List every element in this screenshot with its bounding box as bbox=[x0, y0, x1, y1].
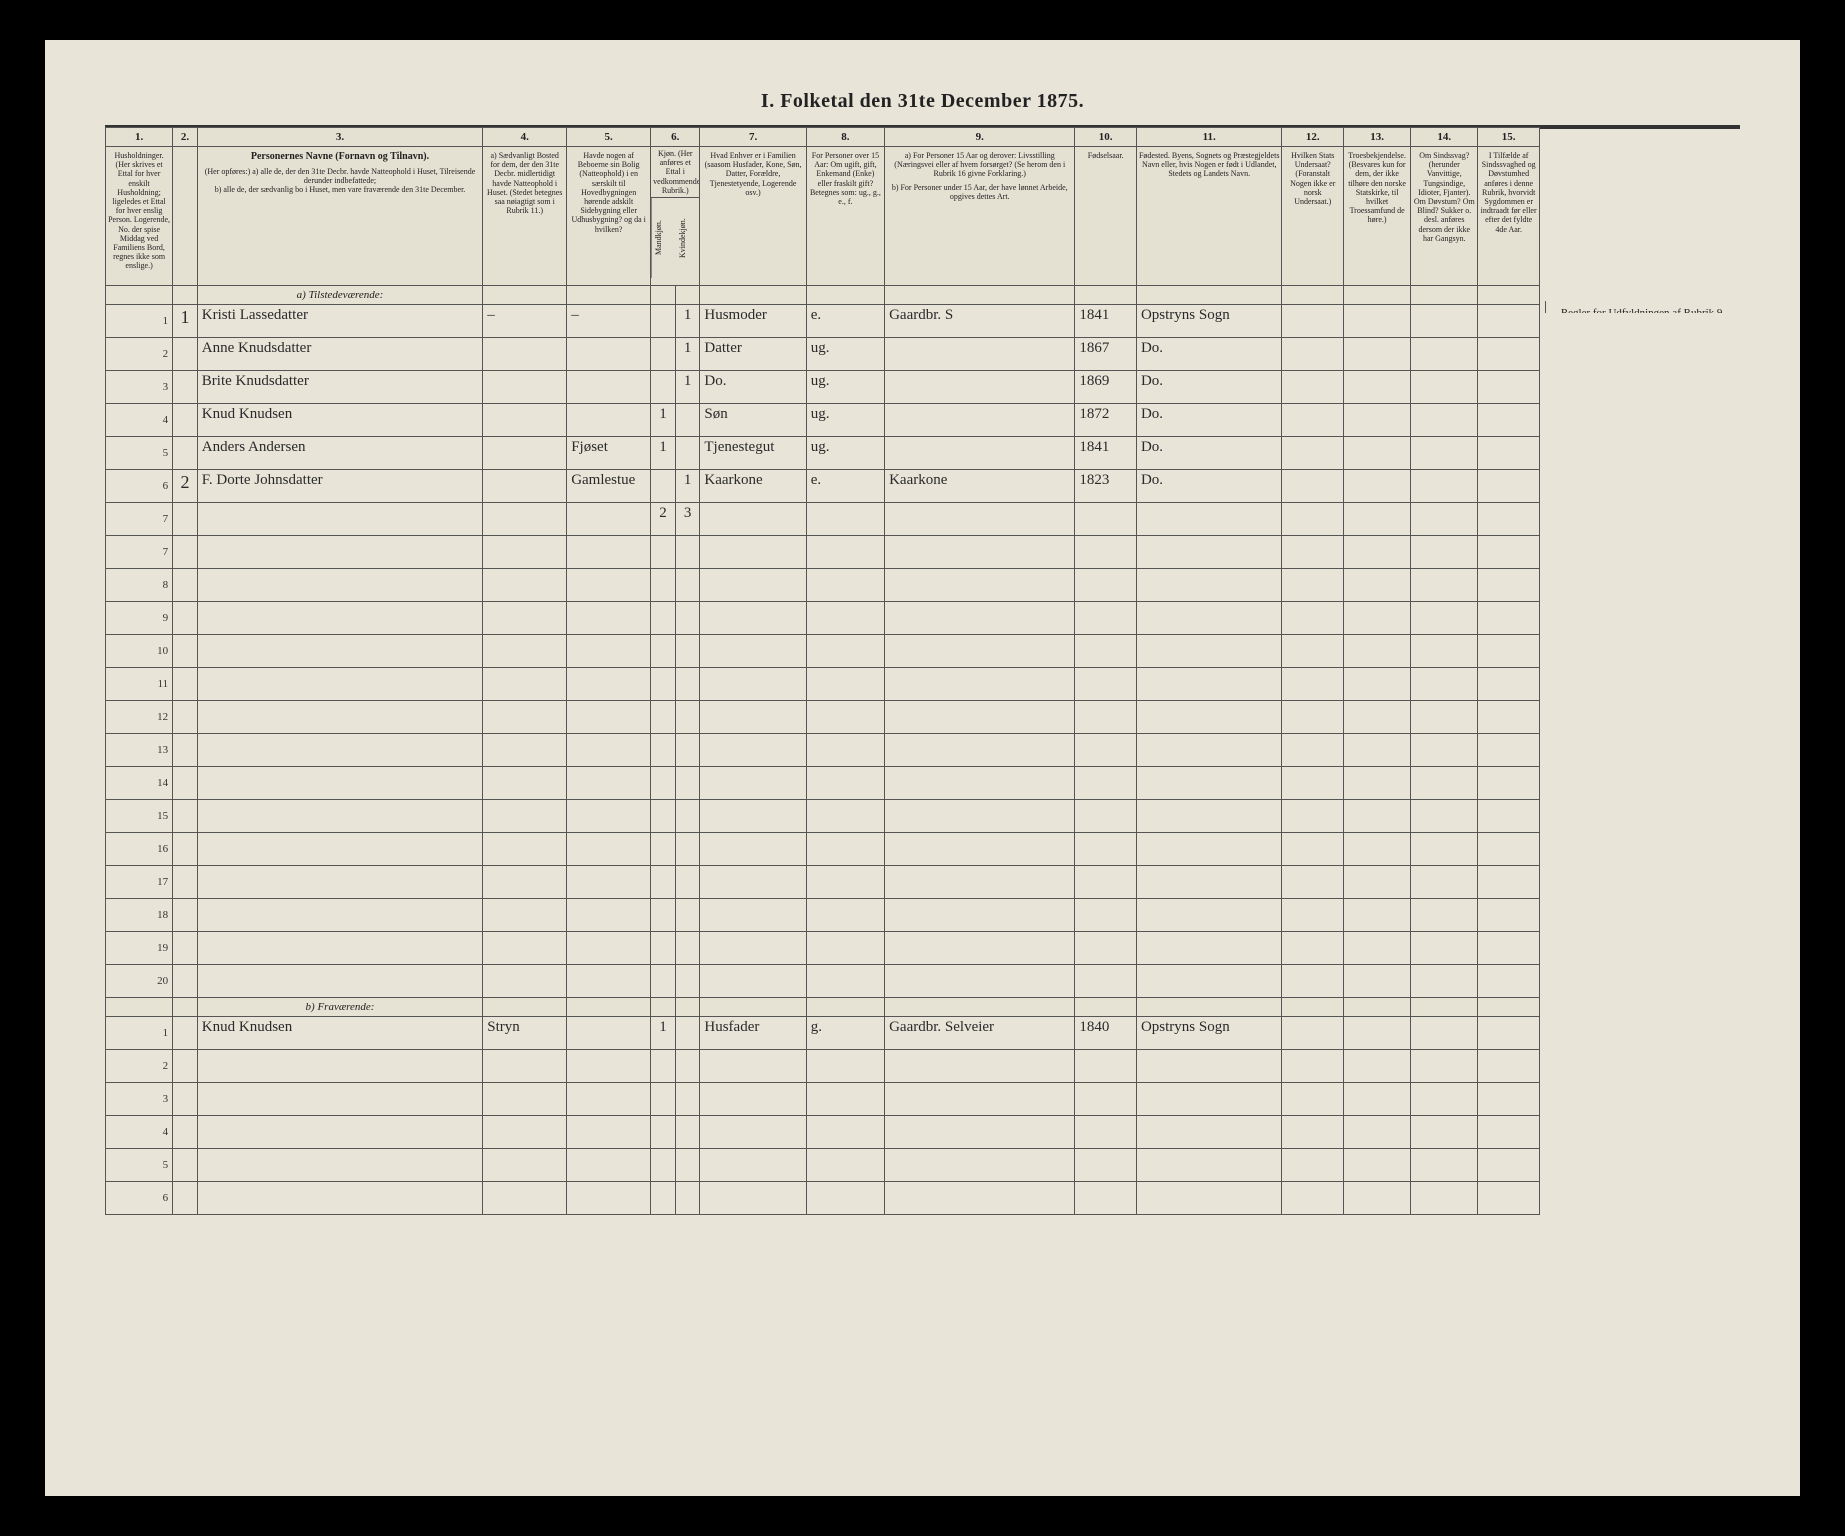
hdr-2 bbox=[173, 147, 198, 286]
table-row: 11 bbox=[106, 668, 1540, 701]
hdr-12: Hvilken Stats Undersaat? (Foranstalt Nog… bbox=[1282, 147, 1344, 286]
rules-column: Regler for Udfyldningen af Rubrik 9. Per… bbox=[1545, 301, 1740, 313]
table-row: 1Knud KnudsenStryn1Husfaderg.Gaardbr. Se… bbox=[106, 1017, 1540, 1050]
table-row: 6 bbox=[106, 1182, 1540, 1215]
coln-10: 10. bbox=[1075, 128, 1137, 147]
census-table: 1. 2. 3. 4. 5. 6. 7. 8. 9. 10. 11. 12. 1… bbox=[105, 127, 1540, 1215]
hdr-14: Om Sindssvag? (herunder Vanvittige, Tung… bbox=[1411, 147, 1478, 286]
sum-male: 2 bbox=[651, 503, 676, 536]
coln-1: 1. bbox=[106, 128, 173, 147]
hdr-5: Havde nogen af Beboerne sin Bolig (Natte… bbox=[567, 147, 651, 286]
coln-7: 7. bbox=[700, 128, 806, 147]
table-row: 12 bbox=[106, 701, 1540, 734]
hdr-6-top: Kjøn. (Her anføres et Ettal i vedkommend… bbox=[651, 147, 699, 198]
section-a-header: a) Tilstedeværende: bbox=[106, 286, 1540, 305]
coln-13: 13. bbox=[1344, 128, 1411, 147]
hdr-13: Troesbekjendelse. (Besvares kun for dem,… bbox=[1344, 147, 1411, 286]
absent-rows: 1Knud KnudsenStryn1Husfaderg.Gaardbr. Se… bbox=[106, 1017, 1540, 1050]
table-row: 9 bbox=[106, 602, 1540, 635]
document-area: I. Folketal den 31te December 1875. 1. 2… bbox=[105, 90, 1740, 1446]
hdr-3: Personernes Navne (Fornavn og Tilnavn). … bbox=[197, 147, 482, 286]
table-row: 13 bbox=[106, 734, 1540, 767]
hdr-9a: a) For Personer 15 Aar og derover: Livss… bbox=[887, 151, 1072, 179]
rules-header: Regler for Udfyldningen af Rubrik 9. bbox=[1554, 307, 1732, 313]
table-row: 8 bbox=[106, 569, 1540, 602]
table-row: 62F. Dorte JohnsdatterGamlestue1Kaarkone… bbox=[106, 470, 1540, 503]
table-row: 10 bbox=[106, 635, 1540, 668]
table-row: 14 bbox=[106, 767, 1540, 800]
table-row: 17 bbox=[106, 866, 1540, 899]
header-row: Husholdninger. (Her skrives et Ettal for… bbox=[106, 147, 1540, 286]
hdr-3b: b) alle de, der sædvanlig bo i Huset, me… bbox=[200, 185, 480, 194]
table-row: 4 bbox=[106, 1116, 1540, 1149]
coln-3: 3. bbox=[197, 128, 482, 147]
table-row: 7 bbox=[106, 536, 1540, 569]
hdr-11: Fødested. Byens, Sognets og Præstegjelde… bbox=[1136, 147, 1282, 286]
coln-9: 9. bbox=[885, 128, 1075, 147]
hdr-4: a) Sædvanligt Bosted for dem, der den 31… bbox=[483, 147, 567, 286]
table-row: 3Brite Knudsdatter1Do.ug.1869Do. bbox=[106, 371, 1540, 404]
census-grid: 1. 2. 3. 4. 5. 6. 7. 8. 9. 10. 11. 12. 1… bbox=[105, 125, 1740, 129]
table-row: 20 bbox=[106, 965, 1540, 998]
page-title: I. Folketal den 31te December 1875. bbox=[105, 90, 1740, 113]
hdr-9: a) For Personer 15 Aar og derover: Livss… bbox=[885, 147, 1075, 286]
coln-8: 8. bbox=[806, 128, 884, 147]
table-row: 15 bbox=[106, 800, 1540, 833]
table-row: 16 bbox=[106, 833, 1540, 866]
hdr-6a: Mandkjøn. bbox=[651, 198, 676, 278]
hdr-10: Fødselsaar. bbox=[1075, 147, 1137, 286]
sum-female: 3 bbox=[675, 503, 700, 536]
hdr-8: For Personer over 15 Aar: Om ugift, gift… bbox=[806, 147, 884, 286]
table-row: 11Kristi Lassedatter––1Husmodere.Gaardbr… bbox=[106, 305, 1540, 338]
table-row: 5Anders AndersenFjøset1Tjenestegutug.184… bbox=[106, 437, 1540, 470]
coln-2: 2. bbox=[173, 128, 198, 147]
section-a-label: a) Tilstedeværende: bbox=[197, 286, 482, 305]
coln-5: 5. bbox=[567, 128, 651, 147]
coln-11: 11. bbox=[1136, 128, 1282, 147]
hdr-3-title: Personernes Navne (Fornavn og Tilnavn). bbox=[200, 151, 480, 163]
coln-12: 12. bbox=[1282, 128, 1344, 147]
col4b-header bbox=[483, 998, 567, 1017]
table-row: 5 bbox=[106, 1149, 1540, 1182]
table-row: 18 bbox=[106, 899, 1540, 932]
hdr-7: Hvad Enhver er i Familien (saasom Husfad… bbox=[700, 147, 806, 286]
table-row: 3 bbox=[106, 1083, 1540, 1116]
column-number-row: 1. 2. 3. 4. 5. 6. 7. 8. 9. 10. 11. 12. 1… bbox=[106, 128, 1540, 147]
table-row: 2Anne Knudsdatter1Datterug.1867Do. bbox=[106, 338, 1540, 371]
present-rows: 11Kristi Lassedatter––1Husmodere.Gaardbr… bbox=[106, 305, 1540, 503]
coln-6: 6. bbox=[651, 128, 700, 147]
section-b-header: b) Fraværende: bbox=[106, 998, 1540, 1017]
table-row: 2 bbox=[106, 1050, 1540, 1083]
hdr-3a: (Her opføres:) a) alle de, der den 31te … bbox=[200, 167, 480, 185]
coln-14: 14. bbox=[1411, 128, 1478, 147]
hdr-1: Husholdninger. (Her skrives et Ettal for… bbox=[106, 147, 173, 286]
hdr-15: I Tilfælde af Sindssvaghed og Døvstumhed… bbox=[1478, 147, 1540, 286]
blank-rows-b: 23456 bbox=[106, 1050, 1540, 1215]
hdr-6b: Kvindekjøn. bbox=[676, 198, 700, 278]
section-b-label: b) Fraværende: bbox=[197, 998, 482, 1017]
table-row: 19 bbox=[106, 932, 1540, 965]
scanned-page: I. Folketal den 31te December 1875. 1. 2… bbox=[45, 40, 1800, 1496]
hdr-6: Kjøn. (Her anføres et Ettal i vedkommend… bbox=[651, 147, 700, 286]
table-row: 4Knud Knudsen1Sønug.1872Do. bbox=[106, 404, 1540, 437]
hdr-9b: b) For Personer under 15 Aar, der have l… bbox=[887, 183, 1072, 201]
blank-rows-a: 7891011121314151617181920 bbox=[106, 536, 1540, 998]
coln-15: 15. bbox=[1478, 128, 1540, 147]
sum-row: 7 2 3 bbox=[106, 503, 1540, 536]
coln-4: 4. bbox=[483, 128, 567, 147]
